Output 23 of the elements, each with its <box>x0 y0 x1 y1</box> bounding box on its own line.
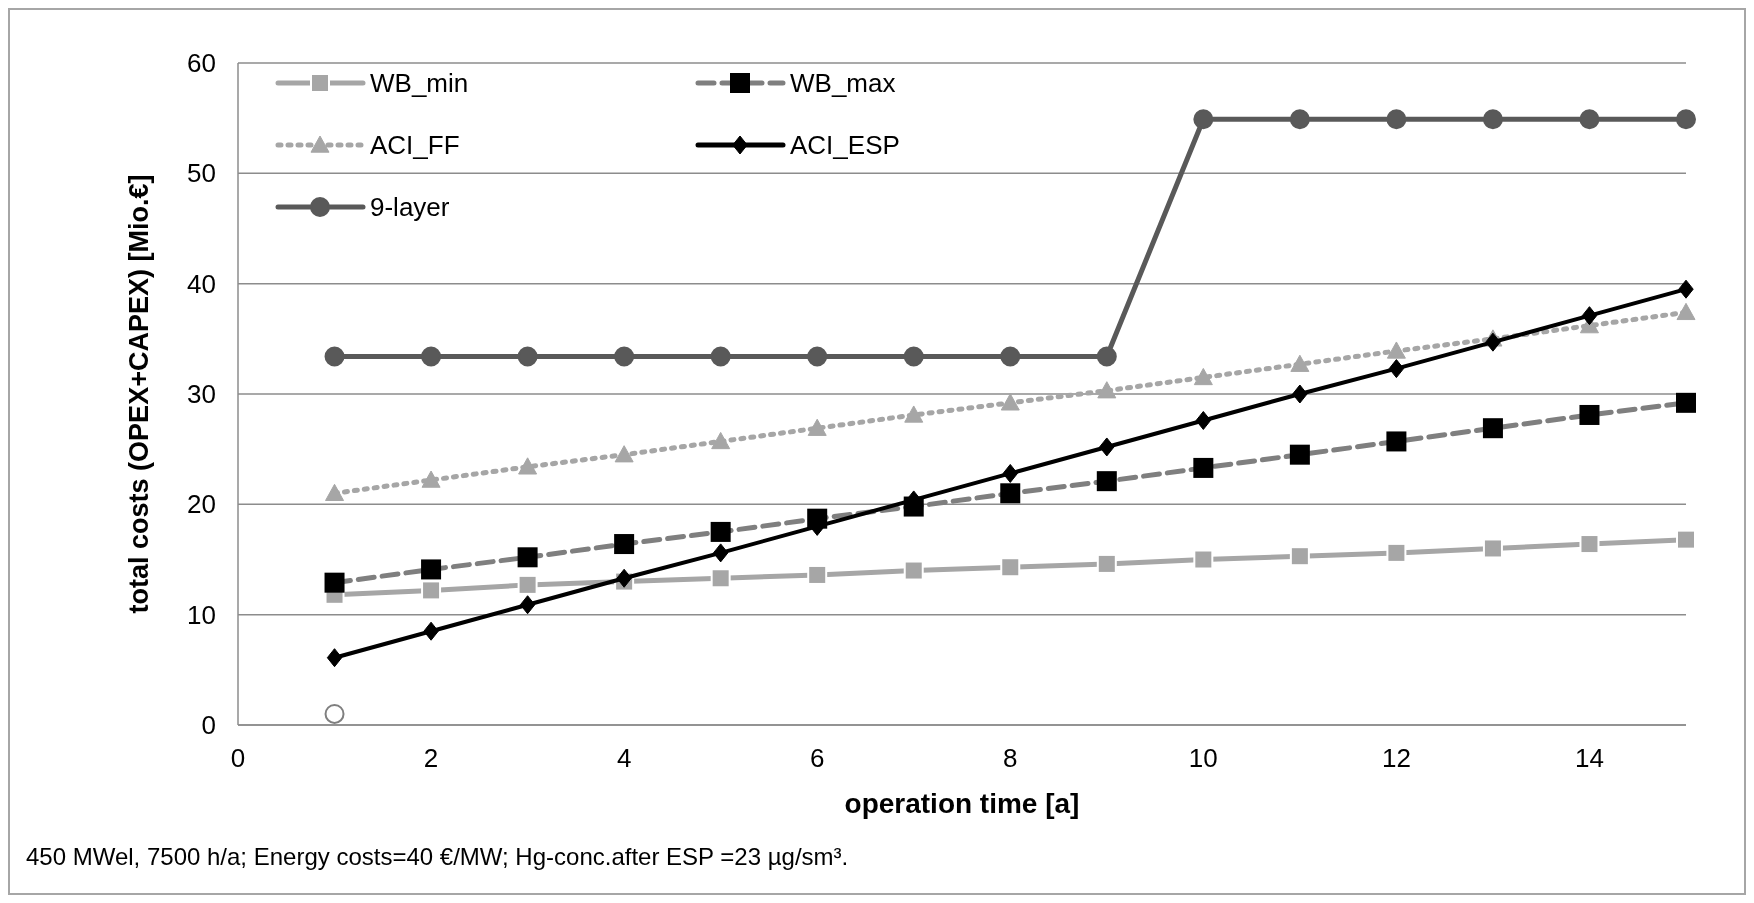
legend-label: WB_max <box>790 68 896 99</box>
x-axis-title: operation time [a] <box>844 788 1080 819</box>
x-tick-label: 6 <box>809 743 825 773</box>
x-tick-label: 12 <box>1381 743 1411 773</box>
x-tick-label: 2 <box>423 743 439 773</box>
y-tick-label: 50 <box>187 158 216 189</box>
text: 450 MWel, 7500 h/a; Energy costs=40 €/MW; Hg-conc.after ESP =23 µg/sm³. <box>26 843 849 870</box>
y-tick-label: 20 <box>187 489 216 520</box>
y-tick-label: 30 <box>187 379 216 410</box>
x-tick-label: 0 <box>230 743 246 773</box>
legend-label: WB_min <box>370 68 469 99</box>
y-tick-label: 60 <box>187 48 216 79</box>
y-tick-label: 0 <box>201 710 216 741</box>
x-tick-label: 4 <box>616 743 632 773</box>
y-axis-title: total costs (OPEX+CAPEX) [Mio.€] <box>124 174 154 614</box>
x-tick-label: 8 <box>1003 743 1018 773</box>
y-tick-label: 40 <box>187 268 216 299</box>
legend-label: ACI_FF <box>370 130 460 161</box>
y-tick-label: 10 <box>187 599 216 630</box>
x-tick-label: 14 <box>1575 743 1604 773</box>
legend-label: ACI_ESP <box>790 130 900 161</box>
legend-label: 9-layer <box>370 192 450 223</box>
x-tick-label: 10 <box>1188 743 1218 773</box>
